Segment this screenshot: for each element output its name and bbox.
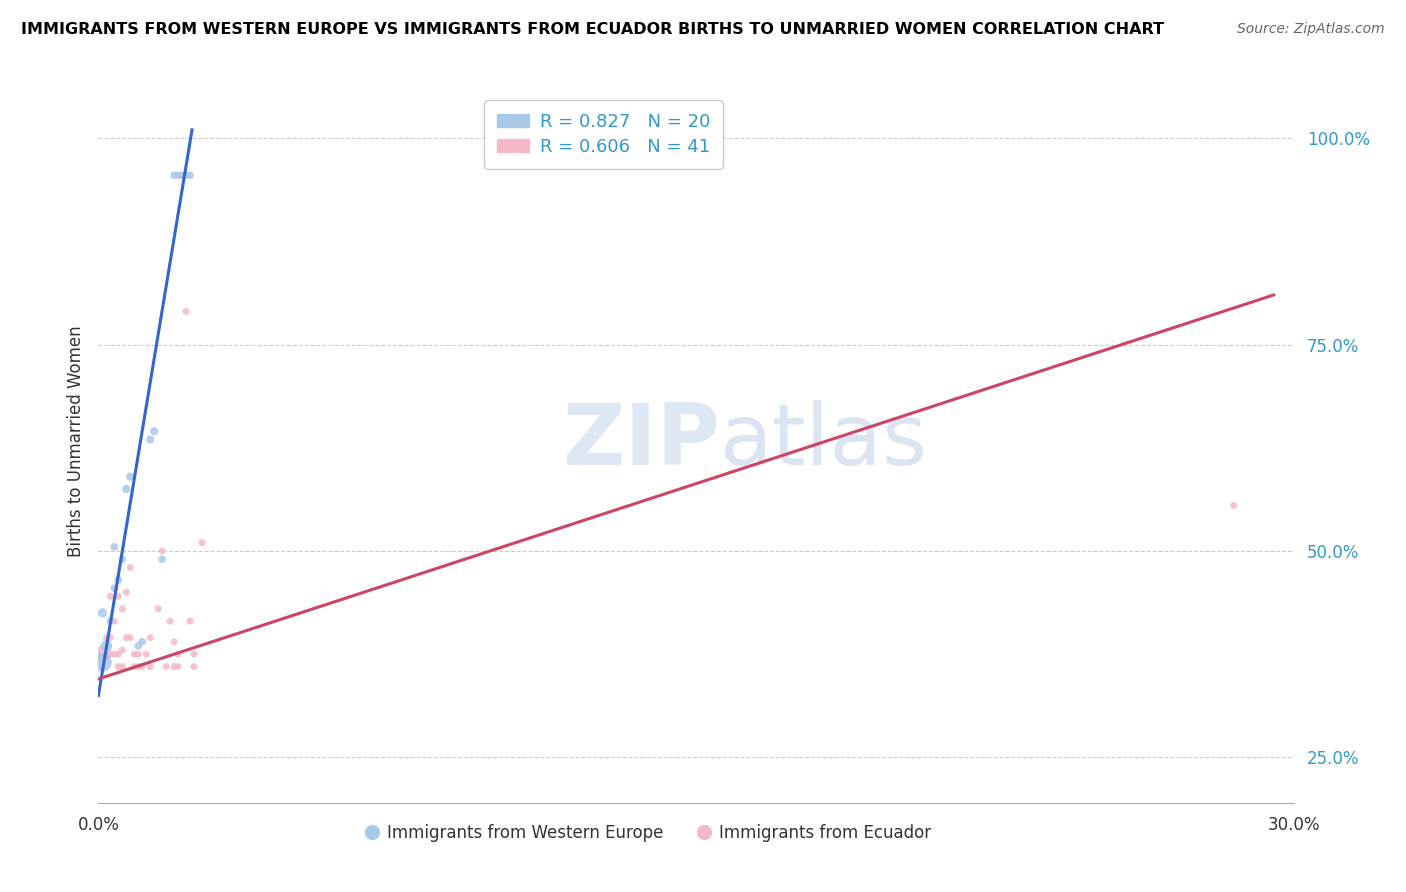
Point	[163, 168, 186, 182]
Point	[111, 643, 134, 657]
Point	[124, 659, 146, 673]
Point	[131, 659, 153, 673]
Point	[115, 631, 138, 645]
Point	[98, 590, 122, 604]
Point	[91, 656, 114, 670]
Point	[107, 573, 129, 587]
Point	[191, 535, 214, 549]
Point	[98, 647, 122, 661]
Point	[167, 659, 190, 673]
Point	[172, 168, 194, 182]
Point	[127, 647, 149, 661]
Point	[150, 552, 173, 566]
Point	[174, 168, 197, 182]
Point	[111, 659, 134, 673]
Point	[107, 590, 129, 604]
Point	[124, 647, 146, 661]
Point	[115, 482, 138, 496]
Point	[148, 601, 170, 615]
Point	[107, 659, 129, 673]
Point	[179, 614, 201, 628]
Point	[135, 647, 157, 661]
Point	[103, 581, 125, 595]
Point	[96, 647, 118, 661]
Point	[174, 304, 197, 318]
Point	[167, 168, 190, 182]
Point	[127, 639, 149, 653]
Point	[103, 647, 125, 661]
Point	[98, 631, 122, 645]
Y-axis label: Births to Unmarried Women: Births to Unmarried Women	[66, 326, 84, 558]
Point	[150, 544, 173, 558]
Point	[167, 647, 190, 661]
Point	[159, 614, 181, 628]
Point	[120, 469, 142, 483]
Point	[183, 659, 205, 673]
Text: ZIP: ZIP	[562, 400, 720, 483]
Point	[111, 601, 134, 615]
Point	[139, 433, 162, 447]
Point	[163, 659, 186, 673]
Point	[115, 585, 138, 599]
Point	[179, 168, 201, 182]
Point	[163, 634, 186, 648]
Text: Source: ZipAtlas.com: Source: ZipAtlas.com	[1237, 22, 1385, 37]
Point	[127, 659, 149, 673]
Point	[139, 659, 162, 673]
Point	[155, 659, 177, 673]
Point	[96, 639, 118, 653]
Point	[91, 647, 114, 661]
Point	[143, 424, 166, 438]
Point	[183, 647, 205, 661]
Point	[139, 631, 162, 645]
Point	[103, 614, 125, 628]
Point	[91, 659, 114, 673]
Point	[1223, 499, 1246, 513]
Text: IMMIGRANTS FROM WESTERN EUROPE VS IMMIGRANTS FROM ECUADOR BIRTHS TO UNMARRIED WO: IMMIGRANTS FROM WESTERN EUROPE VS IMMIGR…	[21, 22, 1164, 37]
Legend: Immigrants from Western Europe, Immigrants from Ecuador: Immigrants from Western Europe, Immigran…	[359, 817, 938, 848]
Text: atlas: atlas	[720, 400, 928, 483]
Point	[103, 540, 125, 554]
Point	[107, 647, 129, 661]
Point	[131, 634, 153, 648]
Point	[96, 631, 118, 645]
Point	[120, 631, 142, 645]
Point	[120, 560, 142, 574]
Point	[111, 552, 134, 566]
Point	[91, 606, 114, 620]
Point	[98, 614, 122, 628]
